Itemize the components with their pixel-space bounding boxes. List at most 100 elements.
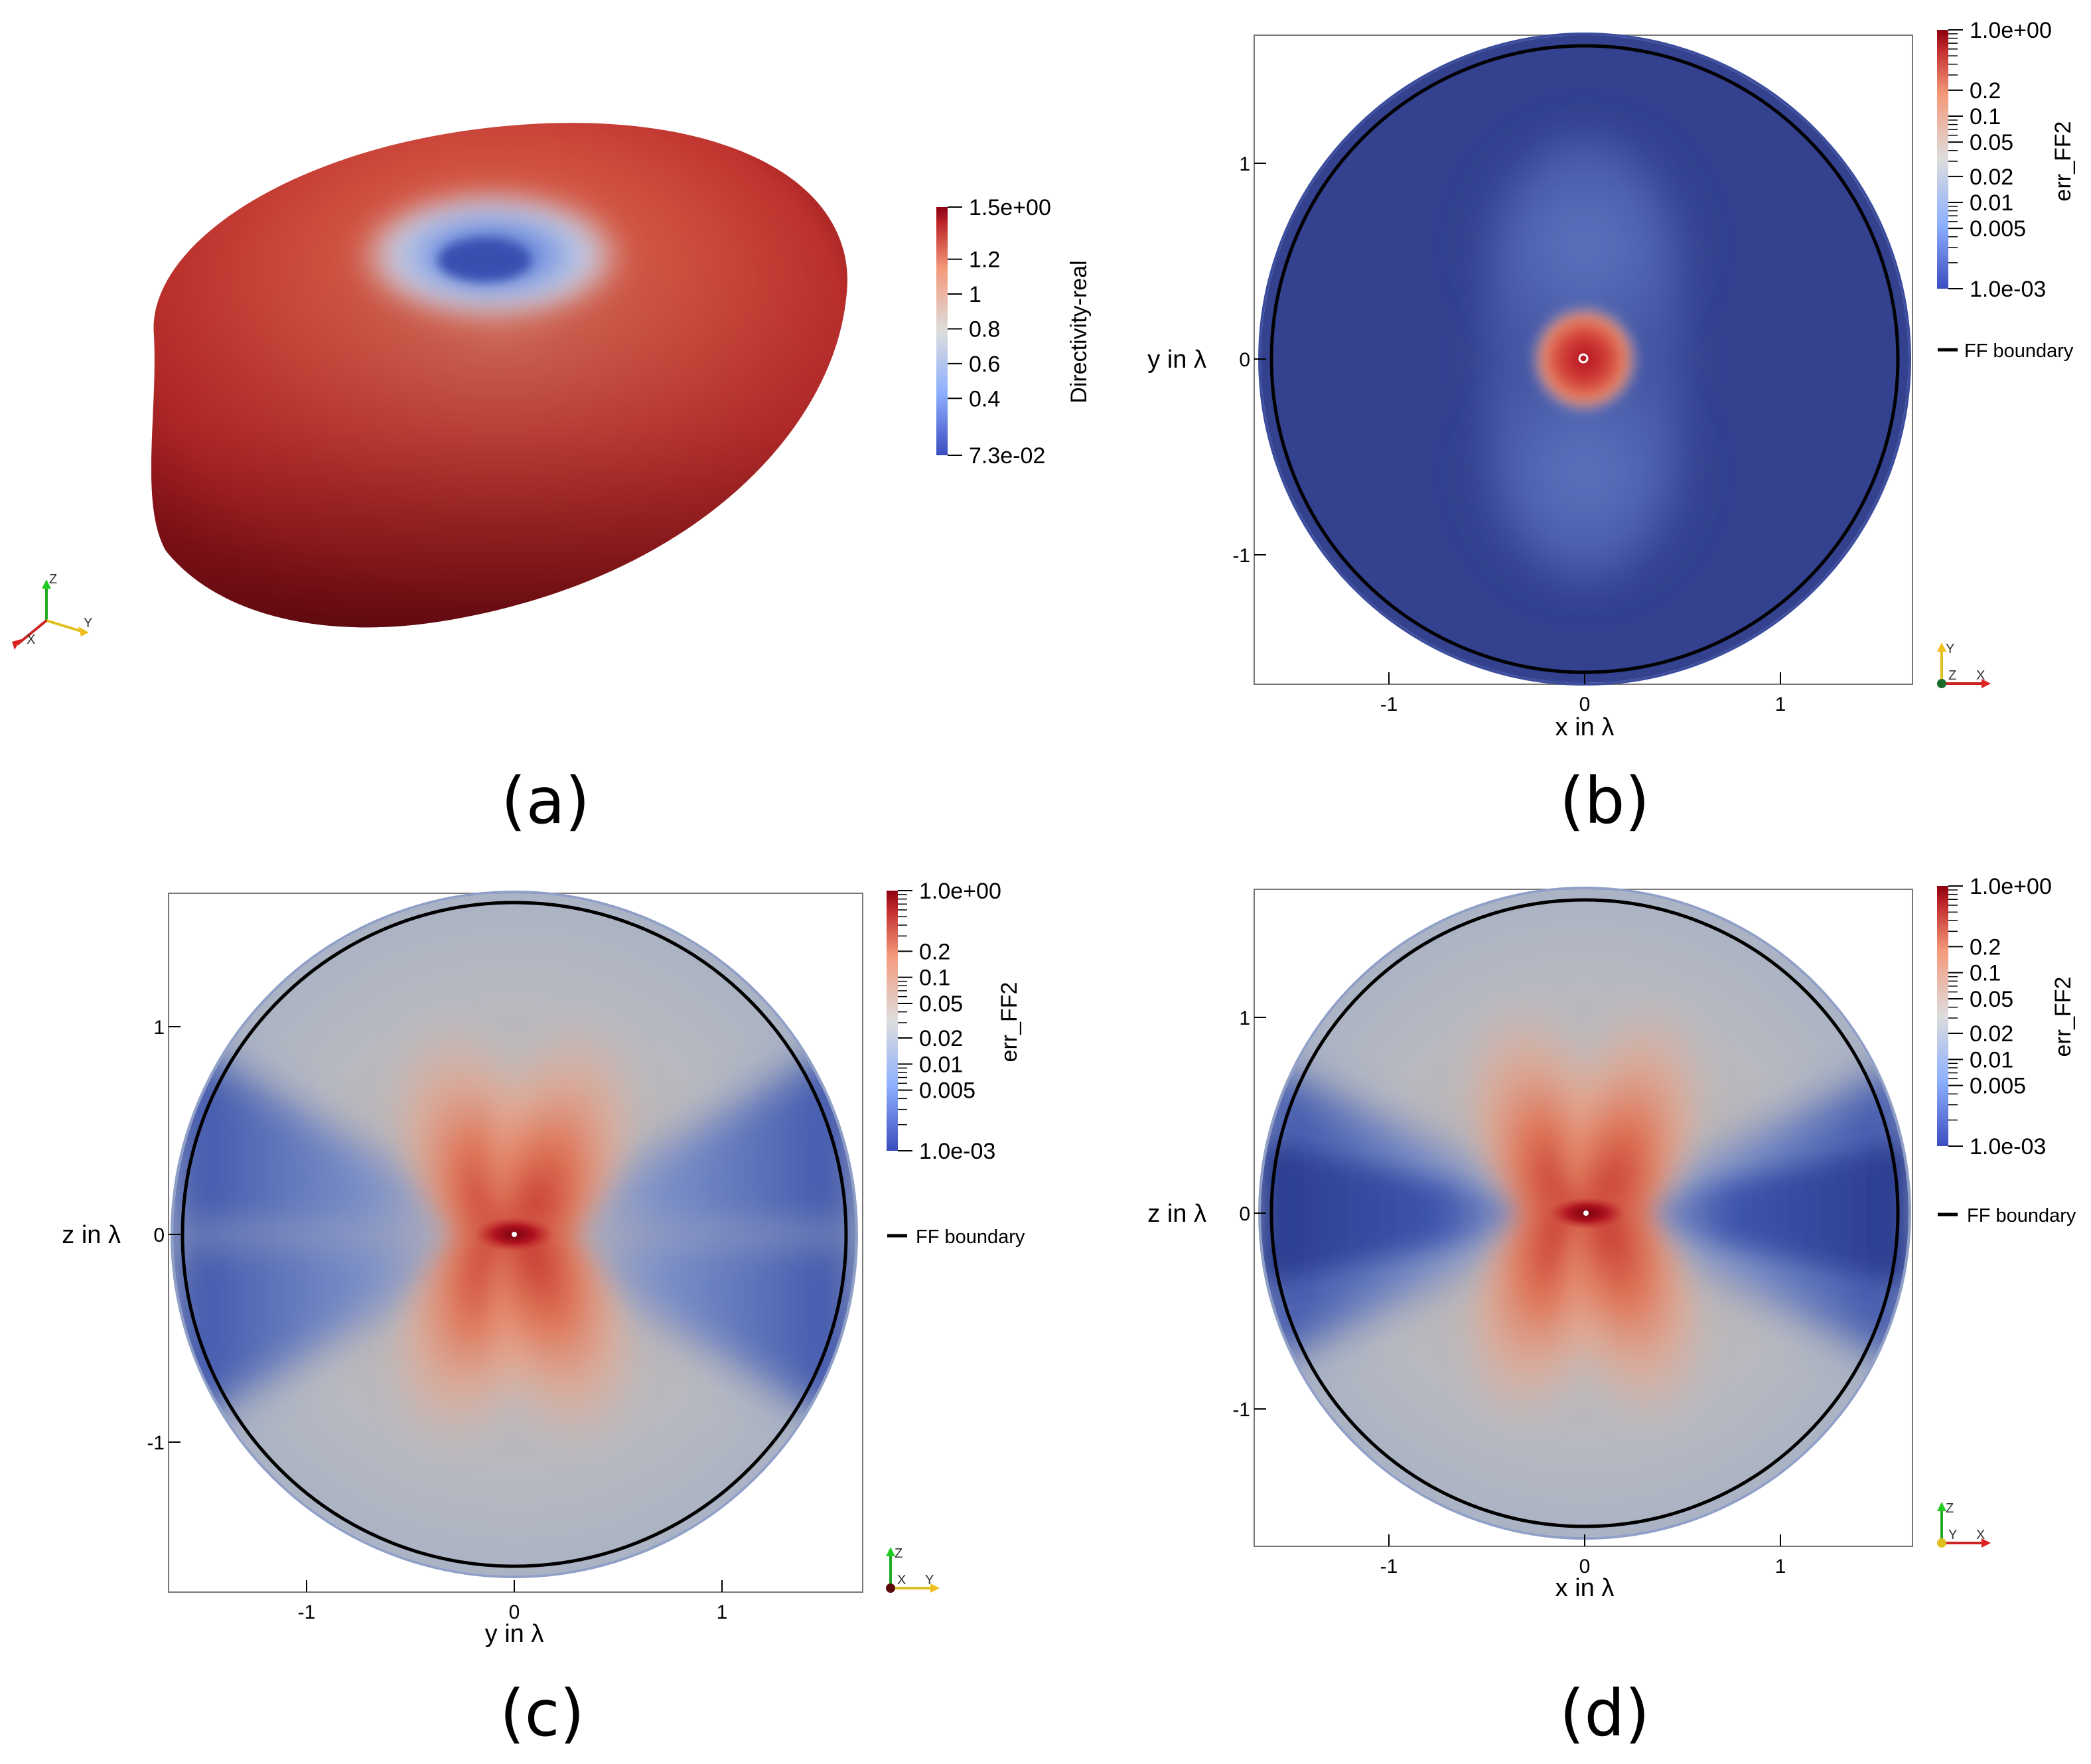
c-ytick-label: 0: [153, 1224, 165, 1246]
d-xtick-label: -1: [1380, 1556, 1398, 1578]
c-xtick-label: -1: [298, 1601, 316, 1623]
colorbar-c-title: err_FF2: [997, 982, 1022, 1063]
axis-z-label-c: Z: [895, 1546, 902, 1561]
colorbar-a-title: Directivity-real: [1066, 260, 1092, 403]
colorbar-a-tick-label: 0.6: [969, 352, 1000, 377]
colorbar-b: 1.0e+00 0.20.10.05 0.020.010.005 1.0e-03 er…: [1937, 18, 2076, 302]
legend-c-label: FF boundary: [916, 1226, 1025, 1248]
colorbar-a-tick-label: 1.2: [969, 248, 1000, 273]
colorbar-c-tick-label: 1.0e-03: [919, 1139, 995, 1164]
orientation-axes-a: Z X Y: [12, 572, 92, 650]
legend-c: FF boundary: [887, 1226, 1025, 1248]
axis-x-label-c: X: [897, 1573, 906, 1587]
colorbar-b-tick-label: 0.02: [1970, 165, 2013, 190]
d-ytick-label: 0: [1239, 1203, 1250, 1225]
b-xtick-label: -1: [1380, 694, 1398, 715]
c-xtick-label: 0: [509, 1601, 520, 1623]
colorbar-d-tick-label: 0.1: [1970, 961, 2001, 986]
colorbar-c-tick-label: 0.02: [919, 1026, 963, 1051]
ylabel-b: y in λ: [1147, 346, 1206, 374]
axis-z-label-b: Z: [1948, 668, 1956, 683]
colorbar-b-title: err_FF2: [2051, 121, 2076, 202]
colorbar-d-tick-label: 1.0e-03: [1970, 1134, 2046, 1159]
colorbar-a-gradient: [936, 207, 948, 455]
colorbar-b-tick-label: 0.1: [1970, 104, 2001, 129]
colorbar-b-tick-label: 0.05: [1970, 130, 2013, 155]
colorbar-d-gradient: [1937, 886, 1948, 1146]
c-xtick-label: 1: [717, 1601, 728, 1623]
colorbar-c-gradient: [887, 891, 898, 1151]
colorbar-b-tick-label: 0.01: [1970, 190, 2013, 216]
colorbar-d-tick-label: 0.02: [1970, 1021, 2013, 1047]
colorbar-a-tick-label: 0.8: [969, 317, 1000, 342]
b-ytick-label: 1: [1239, 153, 1250, 175]
panel-a: 1.5e+00 1.2 1 0.8 0.6 0.4 7.3e-02 Directivity-…: [12, 123, 1092, 650]
xlabel-d: x in λ: [1555, 1574, 1615, 1602]
colorbar-a-tick-label: 7.3e-02: [969, 443, 1045, 469]
xlabel-c: y in λ: [485, 1620, 544, 1648]
colorbar-b-tick-label: 0.005: [1970, 216, 2026, 242]
colorbar-d-tick-label: 0.05: [1970, 987, 2013, 1012]
colorbar-d-title: err_FF2: [2051, 977, 2076, 1057]
legend-b: FF boundary: [1938, 340, 2074, 362]
legend-d: FF boundary: [1938, 1205, 2076, 1226]
axis-x-label-b: X: [1976, 668, 1985, 683]
colorbar-c-tick-label: 1.0e+00: [919, 879, 1001, 904]
b-xtick-label: 0: [1579, 694, 1591, 715]
axis-z-label-a: Z: [49, 572, 57, 587]
axis-y-label-c: Y: [925, 1573, 934, 1587]
c-ytick-label: -1: [147, 1432, 165, 1454]
colorbar-c-tick-label: 0.1: [919, 966, 950, 991]
axis-z-label-d: Z: [1946, 1501, 1954, 1516]
colorbar-a-tick-label: 1: [969, 282, 981, 307]
axis-x-label-d: X: [1976, 1528, 1985, 1542]
ff-boundary-d: [1269, 898, 1900, 1528]
panel-b: -1 0 1 1 0 -1 x in λ y in λ 1.0e+00 0.20.10.05…: [1147, 18, 2076, 741]
field-b: [1261, 35, 1909, 683]
field-c: [173, 893, 855, 1576]
d-ytick-label: 1: [1239, 1007, 1250, 1029]
d-xtick-label: 1: [1775, 1556, 1786, 1578]
panel-c: -1 0 1 1 0 -1 y in λ z in λ 1.0e+00 0.20.10.05…: [62, 879, 1025, 1648]
panel-label-b: (b): [1559, 764, 1650, 838]
colorbar-c-tick-label: 0.2: [919, 939, 950, 964]
b-ytick-label: 0: [1239, 349, 1250, 371]
panel-label-a: (a): [501, 764, 590, 838]
axis-y-label-a: Y: [84, 616, 92, 630]
colorbar-b-tick-label: 1.0e-03: [1970, 277, 2046, 302]
colorbar-a-tick-label: 0.4: [969, 386, 1000, 411]
panel-label-d: (d): [1559, 1676, 1650, 1751]
colorbar-b-tick-label: 1.0e+00: [1970, 18, 2052, 43]
colorbar-d-tick-label: 0.005: [1970, 1074, 2026, 1099]
xlabel-b: x in λ: [1555, 713, 1615, 741]
orientation-axes-d: Z Y X: [1937, 1501, 1991, 1548]
torus-surface: [151, 123, 847, 628]
panel-label-c: (c): [500, 1676, 585, 1751]
c-ytick-label: 1: [153, 1017, 165, 1039]
legend-d-label: FF boundary: [1967, 1205, 2076, 1226]
colorbar-c-tick-label: 0.01: [919, 1052, 963, 1077]
axis-y-label-d: Y: [1948, 1528, 1957, 1542]
colorbar-d: 1.0e+00 0.20.10.05 0.020.010.005 1.0e-03 er…: [1937, 874, 2076, 1159]
ylabel-d: z in λ: [1147, 1200, 1206, 1228]
ylabel-c: z in λ: [62, 1221, 121, 1249]
colorbar-a-tick-label: 1.5e+00: [969, 195, 1051, 220]
panel-d: -1 0 1 1 0 -1 x in λ z in λ 1.0e+00 0.20.10.05…: [1147, 874, 2076, 1602]
colorbar-c-tick-label: 0.005: [919, 1078, 975, 1104]
colorbar-a: 1.5e+00 1.2 1 0.8 0.6 0.4 7.3e-02 Directivity-…: [936, 195, 1092, 469]
b-xtick-label: 1: [1775, 694, 1786, 715]
colorbar-b-tick-label: 0.2: [1970, 78, 2001, 104]
axis-y-label-b: Y: [1946, 642, 1954, 656]
d-xtick-label: 0: [1579, 1556, 1591, 1578]
ff-boundary-c: [180, 901, 848, 1568]
colorbar-d-tick-label: 0.01: [1970, 1047, 2013, 1072]
colorbar-b-gradient: [1937, 30, 1948, 289]
colorbar-c: 1.0e+00 0.20.10.05 0.020.010.005 1.0e-03 er…: [887, 879, 1022, 1164]
d-ytick-label: -1: [1232, 1399, 1250, 1421]
colorbar-d-tick-label: 1.0e+00: [1970, 874, 2052, 899]
field-d: [1261, 889, 1909, 1537]
colorbar-d-tick-label: 0.2: [1970, 934, 2001, 960]
axis-x-label-a: X: [27, 632, 35, 647]
orientation-axes-b: Y Z X: [1937, 642, 1991, 688]
